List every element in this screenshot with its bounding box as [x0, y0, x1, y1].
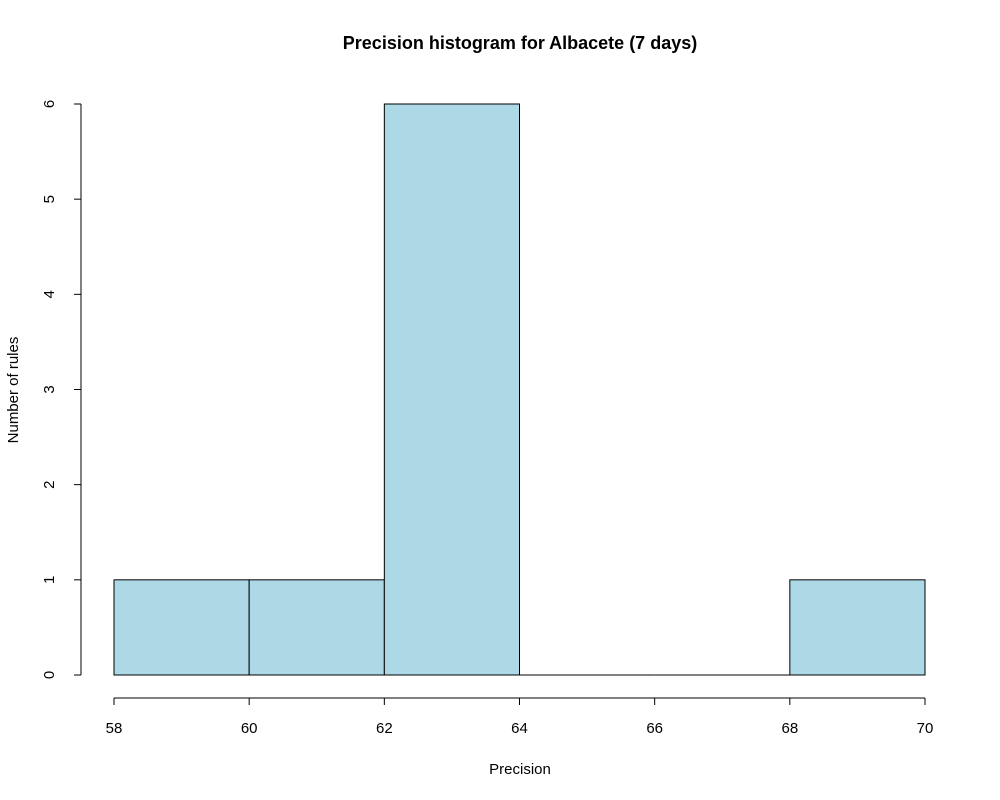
y-tick-label: 3 [41, 385, 58, 393]
histogram-bar-1 [113, 579, 250, 676]
y-tick-label: 6 [41, 100, 58, 108]
x-axis: 58 60 62 64 66 68 70 [106, 697, 934, 737]
histogram-bar-3 [383, 103, 521, 676]
x-tick-label: 58 [106, 720, 123, 737]
y-tick-label: 5 [41, 195, 58, 203]
y-tick-label: 1 [41, 576, 58, 584]
histogram-bar-6 [789, 579, 926, 676]
y-axis-label: Number of rules [5, 337, 22, 444]
x-tick-label: 68 [781, 720, 798, 737]
chart-title: Precision histogram for Albacete (7 days… [343, 33, 697, 53]
x-tick-label: 62 [376, 720, 393, 737]
y-axis: 0 1 2 3 4 5 6 [41, 100, 82, 679]
x-tick-label: 66 [646, 720, 663, 737]
x-tick-label: 64 [511, 720, 528, 737]
histogram-bar-2 [248, 579, 385, 676]
y-tick-label: 2 [41, 480, 58, 488]
x-tick-label: 60 [241, 720, 258, 737]
y-tick-label: 0 [41, 671, 58, 679]
x-axis-label: Precision [489, 761, 551, 778]
bars-group [113, 103, 926, 676]
x-tick-label: 70 [917, 720, 934, 737]
y-tick-label: 4 [41, 290, 58, 298]
